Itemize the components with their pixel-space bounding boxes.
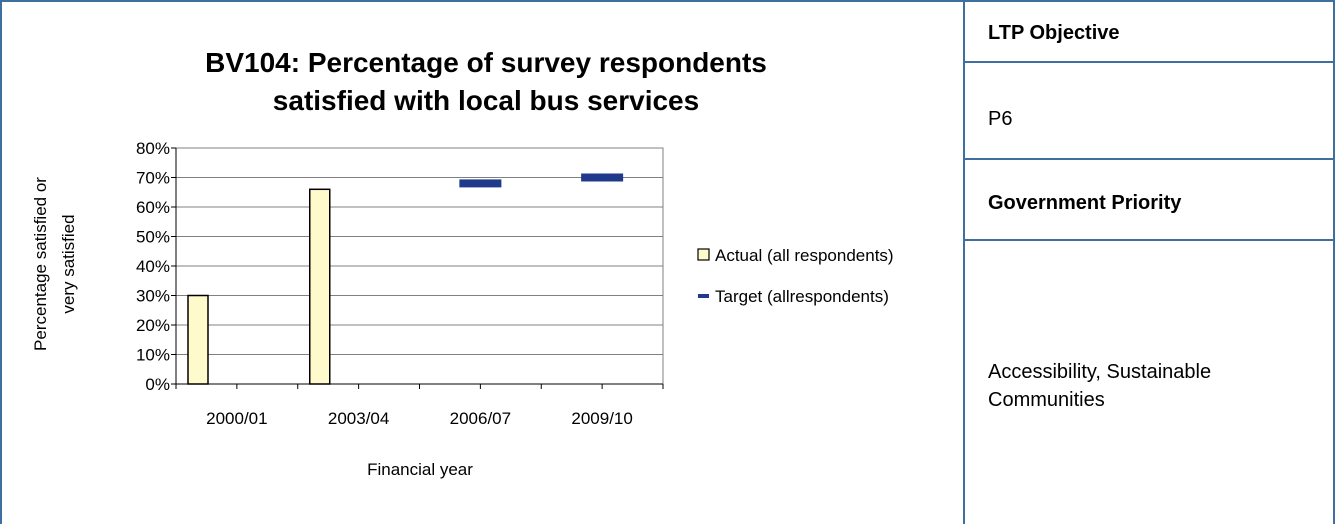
y-tick-label: 20% (136, 316, 170, 335)
x-tick-label: 2003/04 (328, 409, 389, 428)
actual-bar (187, 294, 209, 385)
x-tick-label: 2000/01 (206, 409, 267, 428)
y-tick-label: 30% (136, 287, 170, 306)
y-tick-label: 40% (136, 257, 170, 276)
panel-divider-3 (963, 239, 1335, 241)
government-priority-value: Accessibility, Sustainable Communities (988, 358, 1211, 414)
x-tick-label: 2009/10 (571, 409, 632, 428)
government-priority-line-1: Accessibility, Sustainable (988, 361, 1212, 383)
frame-right-border (1333, 0, 1335, 524)
ltp-objective-heading: LTP Objective (988, 22, 1120, 44)
frame-left-border (0, 0, 2, 524)
target-marker (459, 179, 502, 188)
satisfaction-chart: BV104: Percentage of survey respondents s… (31, 47, 894, 479)
ltp-objective-value: P6 (988, 108, 1013, 130)
y-axis-title-line: Percentage satisfied or (31, 177, 50, 351)
government-priority-heading: Government Priority (988, 192, 1182, 214)
legend-swatch-actual (697, 248, 710, 261)
legend-label: Actual (all respondents) (715, 246, 894, 265)
target-marker (581, 173, 624, 182)
y-axis-title-line: very satisfied (59, 214, 78, 313)
chart-title-line: BV104: Percentage of survey respondents (205, 47, 767, 78)
panel-divider-1 (963, 61, 1335, 63)
y-tick-label: 80% (136, 139, 170, 158)
x-tick-label: 2006/07 (450, 409, 511, 428)
government-priority-line-2: Communities (988, 389, 1105, 411)
y-tick-label: 0% (145, 375, 170, 394)
y-tick-label: 50% (136, 228, 170, 247)
chart-title-line: satisfied with local bus services (273, 85, 699, 116)
panel-divider-vertical (963, 0, 965, 524)
y-tick-label: 10% (136, 346, 170, 365)
legend-label: Target (allrespondents) (715, 287, 889, 306)
panel-divider-2 (963, 158, 1335, 160)
actual-bar (309, 188, 331, 385)
y-tick-label: 60% (136, 198, 170, 217)
legend-swatch-target (698, 294, 709, 298)
x-axis-title: Financial year (367, 460, 473, 479)
frame-top-border (0, 0, 1335, 2)
y-tick-label: 70% (136, 169, 170, 188)
